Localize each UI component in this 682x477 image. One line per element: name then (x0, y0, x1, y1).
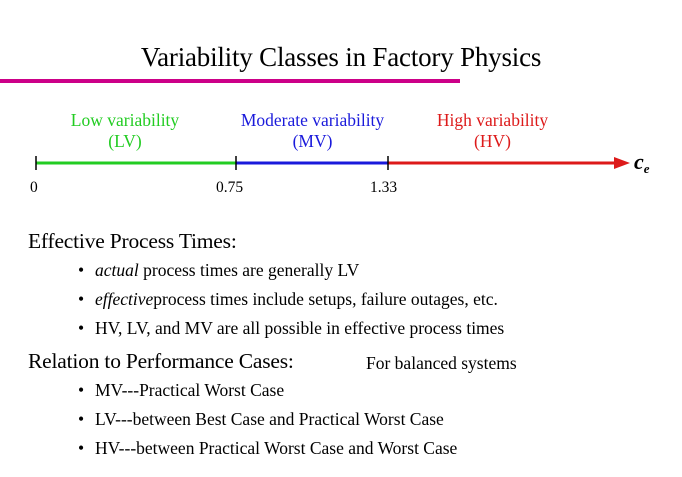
effective-bullet-list: actual process times are generally LV ef… (78, 256, 504, 343)
zone-name-lv: Low variability (70, 110, 180, 130)
list-item: actual process times are generally LV (78, 256, 504, 285)
zone-label-lv: Low variability (LV) (40, 110, 210, 152)
zone-abbr-mv: (MV) (292, 131, 333, 151)
zone-label-hv: High variability (HV) (405, 110, 580, 152)
bullet-text: HV, LV, and MV are all possible in effec… (95, 318, 505, 338)
axis-subscript: e (643, 161, 650, 176)
list-item: MV---Practical Worst Case (78, 376, 457, 405)
tick-label-0: 0 (30, 179, 38, 196)
list-item: LV---between Best Case and Practical Wor… (78, 405, 457, 434)
scale-arrowhead (614, 157, 630, 169)
zone-name-hv: High variability (436, 110, 549, 130)
page-title: Variability Classes in Factory Physics (140, 42, 542, 72)
axis-symbol-ce: ce (634, 149, 650, 177)
list-item: HV, LV, and MV are all possible in effec… (78, 314, 504, 343)
bullet-emphasis: effective (95, 289, 154, 309)
bullet-text: process times include setups, failure ou… (153, 289, 498, 309)
zone-abbr-lv: (LV) (108, 131, 142, 151)
zone-label-mv: Moderate variability (MV) (215, 110, 410, 152)
axis-symbol: c (634, 149, 644, 174)
list-item: effectiveprocess times include setups, f… (78, 285, 504, 314)
zone-abbr-hv: (HV) (474, 131, 511, 151)
performance-bullet-list: MV---Practical Worst Case LV---between B… (78, 376, 457, 463)
tick-label-133: 1.33 (370, 179, 398, 196)
zone-name-mv: Moderate variability (240, 110, 385, 130)
list-item: HV---between Practical Worst Case and Wo… (78, 434, 457, 463)
tick-label-075: 0.75 (216, 179, 244, 196)
balanced-systems-note: For balanced systems (366, 353, 517, 373)
variability-scale (35, 156, 630, 170)
performance-cases-heading: Relation to Performance Cases: (28, 349, 294, 373)
bullet-text: process times are generally LV (138, 260, 360, 280)
title-underline (0, 79, 460, 83)
effective-process-times-heading: Effective Process Times: (28, 229, 237, 253)
bullet-emphasis: actual (95, 260, 139, 280)
